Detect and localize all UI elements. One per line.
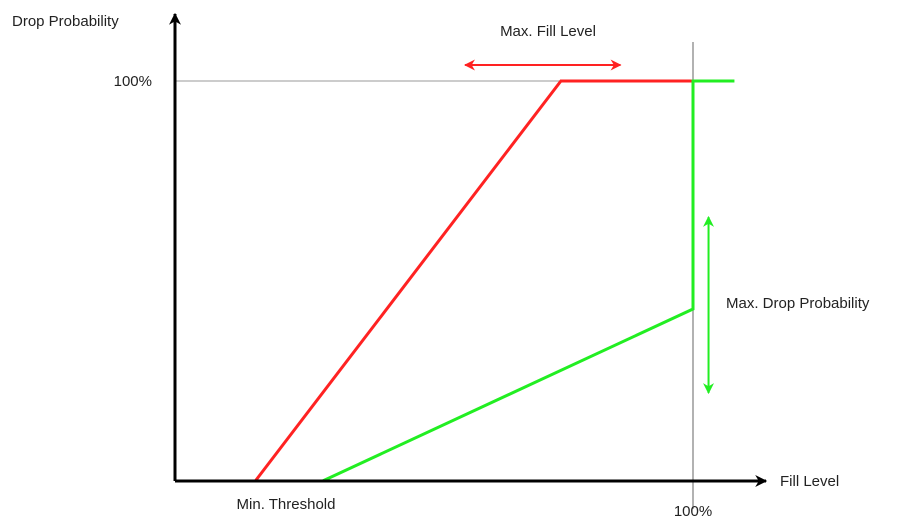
y-tick-label: 100% <box>114 73 152 90</box>
max-drop-probability-label: Max. Drop Probability <box>726 295 870 312</box>
series-line-1 <box>175 79 693 483</box>
series-line-2 <box>175 79 735 483</box>
max-fill-level-label: Max. Fill Level <box>500 23 596 40</box>
min-threshold-label: Min. Threshold <box>237 496 336 513</box>
x-axis-label: Fill Level <box>780 473 839 490</box>
y-axis-label: Drop Probability <box>12 13 119 30</box>
x-tick-label: 100% <box>674 503 712 520</box>
